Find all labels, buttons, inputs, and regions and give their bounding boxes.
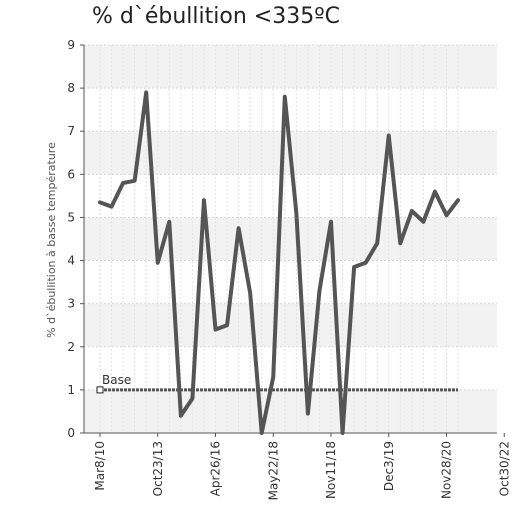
y-axis-label: % d`ébullition à basse température <box>45 142 58 338</box>
data-point <box>110 205 114 209</box>
grid-band <box>84 303 497 347</box>
data-point <box>283 95 287 99</box>
data-point <box>133 179 137 183</box>
y-tick-label: 6 <box>67 167 75 181</box>
data-point <box>225 323 229 327</box>
data-point <box>271 375 275 379</box>
y-tick-labels: 0 1 2 3 4 5 6 7 8 9 <box>67 38 84 440</box>
data-point <box>421 220 425 224</box>
data-point <box>121 181 125 185</box>
data-point <box>341 431 345 435</box>
data-point <box>456 198 460 202</box>
x-tick-label: Mar8/10 <box>93 441 107 491</box>
data-point <box>433 190 437 194</box>
baseline-marker <box>96 386 104 394</box>
y-tick-label: 9 <box>67 38 75 52</box>
x-tick-label: Oct30/22 <box>497 441 511 496</box>
data-point <box>375 241 379 245</box>
x-tick-labels: Mar8/10 Oct23/13 Apr26/16 May22/18 Nov11/18 D… <box>93 433 511 500</box>
data-point <box>237 226 241 230</box>
y-tick-label: 3 <box>67 297 75 311</box>
y-tick-label: 2 <box>67 340 75 354</box>
x-tick-label: Oct23/13 <box>151 441 165 496</box>
y-tick-label: 4 <box>67 254 75 268</box>
y-tick-label: 8 <box>67 81 75 95</box>
data-point <box>410 209 414 213</box>
x-tick-label: Nov28/20 <box>440 441 454 499</box>
x-tick-label: May22/18 <box>266 441 280 500</box>
chart-title: % d`ébullition <335ºC <box>92 4 340 29</box>
data-point <box>98 200 102 204</box>
data-point <box>156 261 160 265</box>
x-tick-label: Dec3/19 <box>382 441 396 491</box>
data-point <box>398 241 402 245</box>
data-series <box>98 90 461 435</box>
data-point <box>317 289 321 293</box>
data-point <box>445 213 448 217</box>
axes <box>83 45 497 434</box>
data-point <box>364 261 368 265</box>
y-tick-label: 5 <box>67 210 75 224</box>
grid-band <box>84 389 497 433</box>
data-point <box>248 291 252 295</box>
data-point <box>329 220 333 224</box>
data-point <box>214 328 217 332</box>
grid-band <box>84 217 497 261</box>
data-point <box>387 134 391 138</box>
x-tick-label: Nov11/18 <box>324 441 338 499</box>
data-point <box>260 431 264 435</box>
data-point <box>202 198 206 202</box>
data-point <box>190 397 194 401</box>
data-point <box>294 211 298 215</box>
data-point <box>352 265 356 269</box>
y-tick-label: 1 <box>67 383 75 397</box>
data-point <box>144 90 148 94</box>
x-tick-label: Apr26/16 <box>209 441 223 496</box>
data-point <box>167 220 171 224</box>
grid-band <box>84 45 497 89</box>
baseline-series: Base <box>96 373 459 394</box>
baseline-label: Base <box>102 373 131 387</box>
data-point <box>179 414 183 418</box>
data-point <box>306 412 310 416</box>
y-tick-label: 0 <box>67 426 75 440</box>
series-line <box>98 90 461 435</box>
y-tick-label: 7 <box>67 124 75 138</box>
